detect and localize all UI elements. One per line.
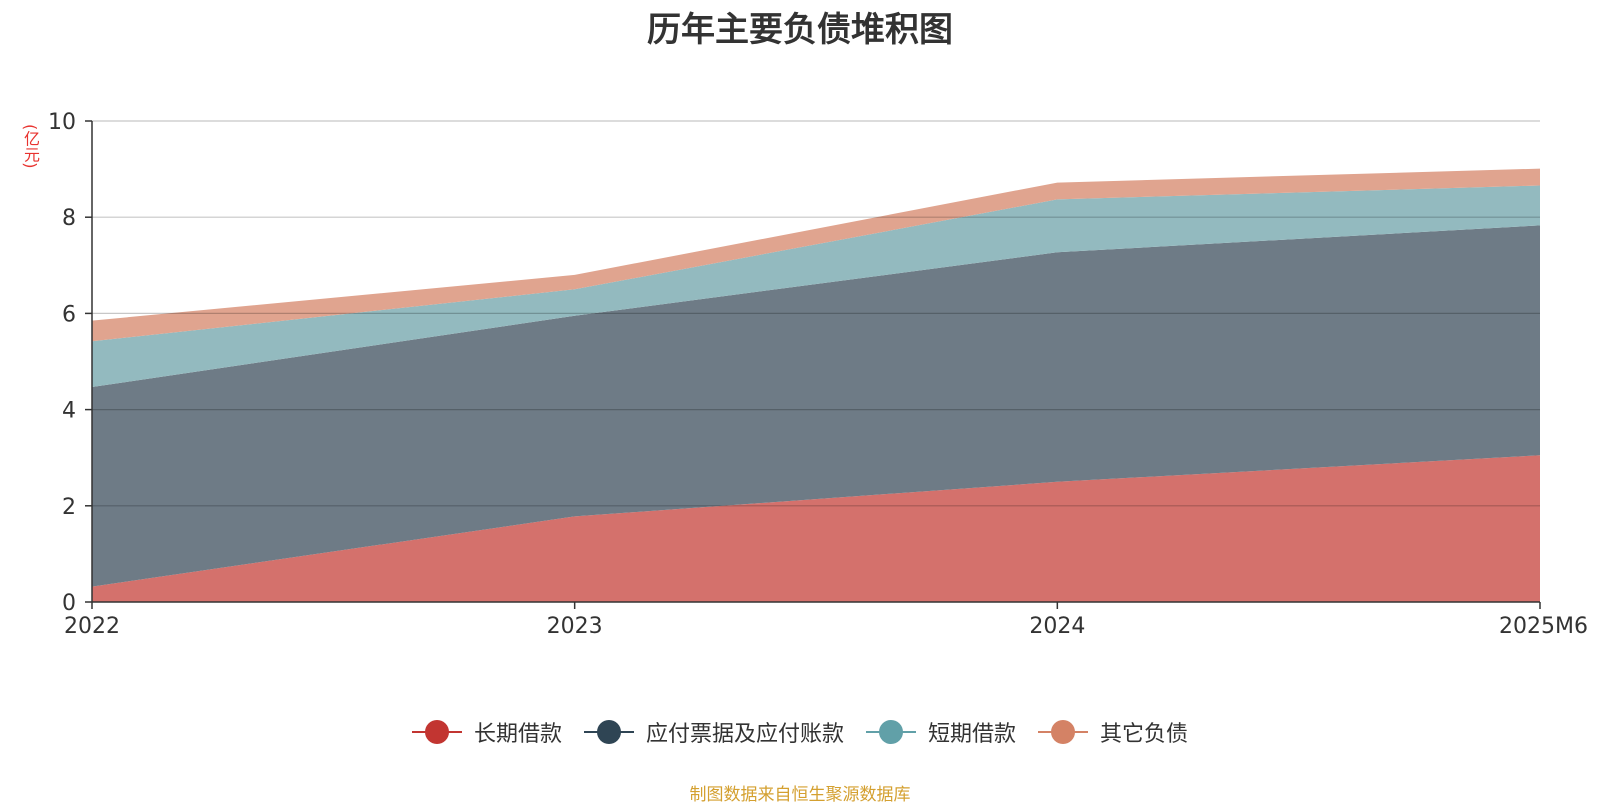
y-axis-unit-label: (亿元) <box>21 124 40 169</box>
x-tick-label-2023: 2023 <box>547 614 603 639</box>
y-tick-label-8: 8 <box>62 206 76 231</box>
x-tick-label-2024: 2024 <box>1029 614 1085 639</box>
source-note: 制图数据来自恒生聚源数据库 <box>689 785 911 805</box>
area-series-1 <box>92 455 1540 602</box>
y-tick-label-4: 4 <box>62 399 76 424</box>
chart-title: 历年主要负债堆积图 <box>647 10 953 50</box>
legend-marker-icon <box>583 718 634 746</box>
area-series-3 <box>92 185 1540 387</box>
legend-item-1[interactable]: 长期借款 <box>411 716 562 748</box>
legend-marker-icon <box>866 718 916 746</box>
legend-label: 短期借款 <box>928 722 1017 747</box>
legend-label: 长期借款 <box>473 722 562 747</box>
legend: 长期借款 应付票据及应付账款 短期借款 其它负债 <box>0 716 1600 748</box>
x-tick-label-2025M6: 2025M6 <box>1499 614 1588 639</box>
legend-label: 其它负债 <box>1100 722 1189 747</box>
axis-layer: 0 2 4 6 8 10 2022 2023 2024 2025M6 <box>48 110 1588 639</box>
area-series-2 <box>92 225 1540 587</box>
legend-item-2[interactable]: 应付票据及应付账款 <box>583 716 844 748</box>
x-tick-label-2022: 2022 <box>64 614 120 639</box>
grid-layer <box>92 120 1540 507</box>
legend-marker-icon <box>411 718 462 746</box>
area-layer <box>92 168 1540 602</box>
legend-label: 应付票据及应付账款 <box>645 722 844 747</box>
y-tick-label-0: 0 <box>62 591 76 616</box>
legend-item-3[interactable]: 短期借款 <box>866 716 1016 748</box>
y-tick-label-6: 6 <box>62 302 76 327</box>
y-tick-label-10: 10 <box>48 110 76 135</box>
area-series-4 <box>92 168 1540 342</box>
legend-marker-icon <box>1038 718 1089 746</box>
legend-item-4[interactable]: 其它负债 <box>1038 716 1188 748</box>
y-tick-label-2: 2 <box>62 495 76 520</box>
